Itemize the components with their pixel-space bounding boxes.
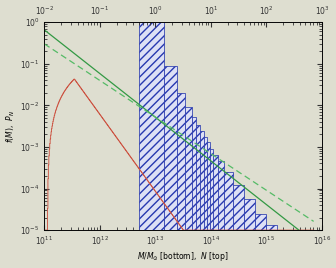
Bar: [192, 117, 197, 268]
Y-axis label: $f(M)$,  $P_N$: $f(M)$, $P_N$: [5, 110, 17, 143]
Bar: [192, 117, 197, 268]
Bar: [277, 238, 290, 268]
Bar: [244, 199, 255, 268]
Bar: [255, 214, 266, 268]
Bar: [213, 155, 218, 268]
Bar: [224, 172, 233, 268]
Bar: [185, 107, 192, 268]
Bar: [233, 185, 244, 268]
Bar: [201, 131, 204, 268]
Bar: [218, 161, 224, 268]
Bar: [290, 253, 303, 268]
Bar: [139, 22, 164, 268]
Bar: [177, 93, 185, 268]
Bar: [277, 238, 290, 268]
Bar: [207, 142, 210, 268]
Bar: [177, 93, 185, 268]
Bar: [210, 149, 213, 268]
Bar: [255, 214, 266, 268]
Bar: [204, 137, 207, 268]
Bar: [201, 131, 204, 268]
Bar: [207, 142, 210, 268]
Bar: [233, 185, 244, 268]
Bar: [266, 225, 277, 268]
X-axis label: $M/M_{\odot}$ [bottom],  $N$ [top]: $M/M_{\odot}$ [bottom], $N$ [top]: [137, 250, 229, 263]
Bar: [197, 125, 201, 268]
Bar: [139, 22, 164, 268]
Bar: [224, 172, 233, 268]
Bar: [213, 155, 218, 268]
Bar: [185, 107, 192, 268]
Bar: [204, 137, 207, 268]
Bar: [164, 66, 177, 268]
Bar: [197, 125, 201, 268]
Bar: [244, 199, 255, 268]
Bar: [218, 161, 224, 268]
Bar: [290, 253, 303, 268]
Bar: [164, 66, 177, 268]
Bar: [210, 149, 213, 268]
Bar: [266, 225, 277, 268]
